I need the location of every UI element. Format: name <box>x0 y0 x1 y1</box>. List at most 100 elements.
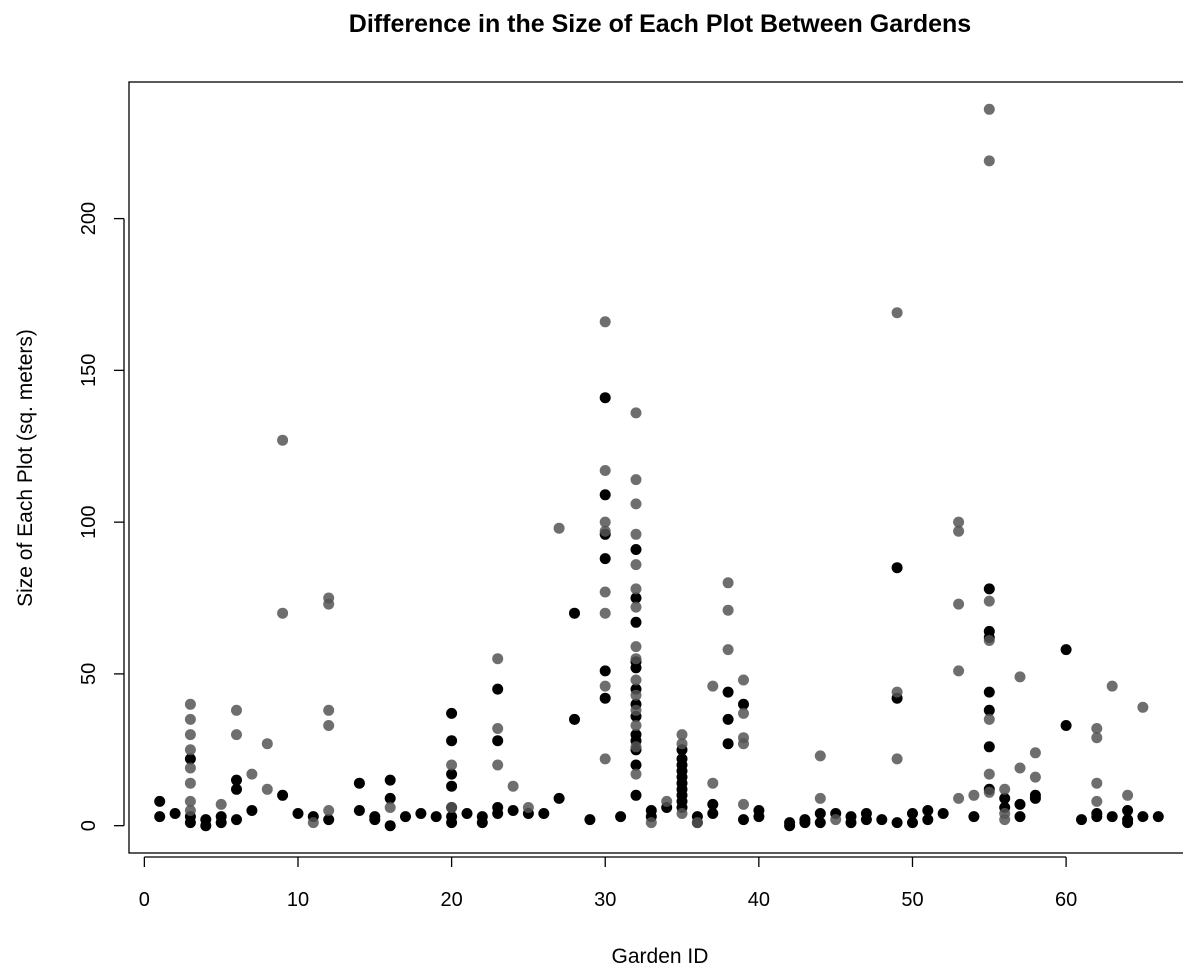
data-point <box>907 817 918 829</box>
data-point <box>983 713 995 725</box>
data-point <box>983 155 995 167</box>
data-point <box>630 407 642 419</box>
data-point <box>415 808 427 819</box>
data-point <box>323 704 335 716</box>
data-point <box>384 774 396 786</box>
y-tick-label: 200 <box>78 202 100 235</box>
data-point <box>569 607 580 619</box>
data-point <box>261 738 273 750</box>
data-point <box>630 641 642 653</box>
data-point <box>277 607 289 619</box>
data-point <box>630 759 642 771</box>
data-point <box>891 307 903 319</box>
y-axis-label: Size of Each Plot (sq. meters) <box>14 329 37 607</box>
data-point <box>492 759 504 771</box>
data-point <box>599 607 611 619</box>
data-point <box>599 753 611 765</box>
data-point <box>184 698 196 710</box>
data-point <box>999 783 1011 795</box>
data-point <box>891 753 903 765</box>
data-point <box>323 814 335 826</box>
data-point <box>599 586 611 598</box>
data-point <box>983 704 995 716</box>
data-point <box>983 786 995 798</box>
data-point <box>1091 777 1103 789</box>
data-point <box>353 777 365 789</box>
data-point <box>231 783 242 795</box>
data-point <box>1029 747 1041 759</box>
data-point <box>630 689 642 701</box>
data-point <box>953 665 965 677</box>
data-point <box>707 777 719 789</box>
data-point <box>630 789 642 801</box>
data-point <box>645 817 657 829</box>
data-point <box>999 814 1011 826</box>
x-tick-label: 40 <box>748 889 770 911</box>
y-tick-label: 150 <box>78 354 100 387</box>
data-point <box>277 434 289 446</box>
data-point <box>231 774 242 786</box>
data-point <box>676 738 688 750</box>
data-point <box>630 720 642 731</box>
data-point <box>430 811 442 823</box>
data-point <box>1091 811 1103 823</box>
data-point <box>200 820 212 832</box>
data-point <box>707 798 719 810</box>
data-point <box>1091 732 1103 744</box>
data-point <box>599 665 611 677</box>
data-point <box>814 817 826 829</box>
data-point <box>246 768 258 780</box>
x-tick-label: 10 <box>287 889 309 911</box>
data-point <box>953 792 965 804</box>
data-point <box>630 704 642 716</box>
data-point <box>323 805 335 816</box>
data-point <box>722 738 734 750</box>
data-point <box>983 686 995 698</box>
data-point <box>738 674 749 686</box>
data-point <box>476 817 488 829</box>
data-point <box>231 729 242 741</box>
data-point <box>738 814 749 826</box>
data-point <box>1122 817 1134 829</box>
data-point <box>184 713 196 725</box>
data-point <box>492 653 504 665</box>
x-tick-label: 30 <box>594 889 616 911</box>
y-tick-label: 50 <box>78 663 100 685</box>
data-point <box>1091 723 1103 734</box>
data-point <box>446 707 458 719</box>
data-point <box>630 498 642 510</box>
data-point <box>784 820 796 832</box>
data-point <box>599 392 611 404</box>
data-point <box>891 562 903 574</box>
data-point <box>814 808 826 819</box>
data-point <box>630 653 642 665</box>
data-point <box>983 741 995 753</box>
data-point <box>215 811 227 823</box>
data-point <box>154 811 166 823</box>
data-point <box>983 768 995 780</box>
data-point <box>384 792 396 804</box>
data-point <box>1106 811 1118 823</box>
x-axis: 0 10 20 30 40 50 60 <box>139 856 1077 911</box>
data-point <box>507 805 519 816</box>
data-point <box>630 559 642 571</box>
data-point <box>553 792 565 804</box>
data-point <box>231 814 242 826</box>
data-point <box>1029 792 1041 804</box>
data-point <box>799 817 811 829</box>
data-point <box>630 583 642 595</box>
data-point <box>1060 720 1072 731</box>
data-point <box>876 814 888 826</box>
data-point <box>323 598 335 610</box>
data-point <box>1137 701 1149 713</box>
data-point <box>983 595 995 607</box>
data-point <box>553 522 565 534</box>
data-point <box>968 811 980 823</box>
data-point <box>384 802 396 813</box>
data-point <box>860 814 872 826</box>
data-point <box>184 762 196 774</box>
data-point <box>1152 811 1164 823</box>
data-point <box>446 735 458 747</box>
data-point <box>184 744 196 756</box>
